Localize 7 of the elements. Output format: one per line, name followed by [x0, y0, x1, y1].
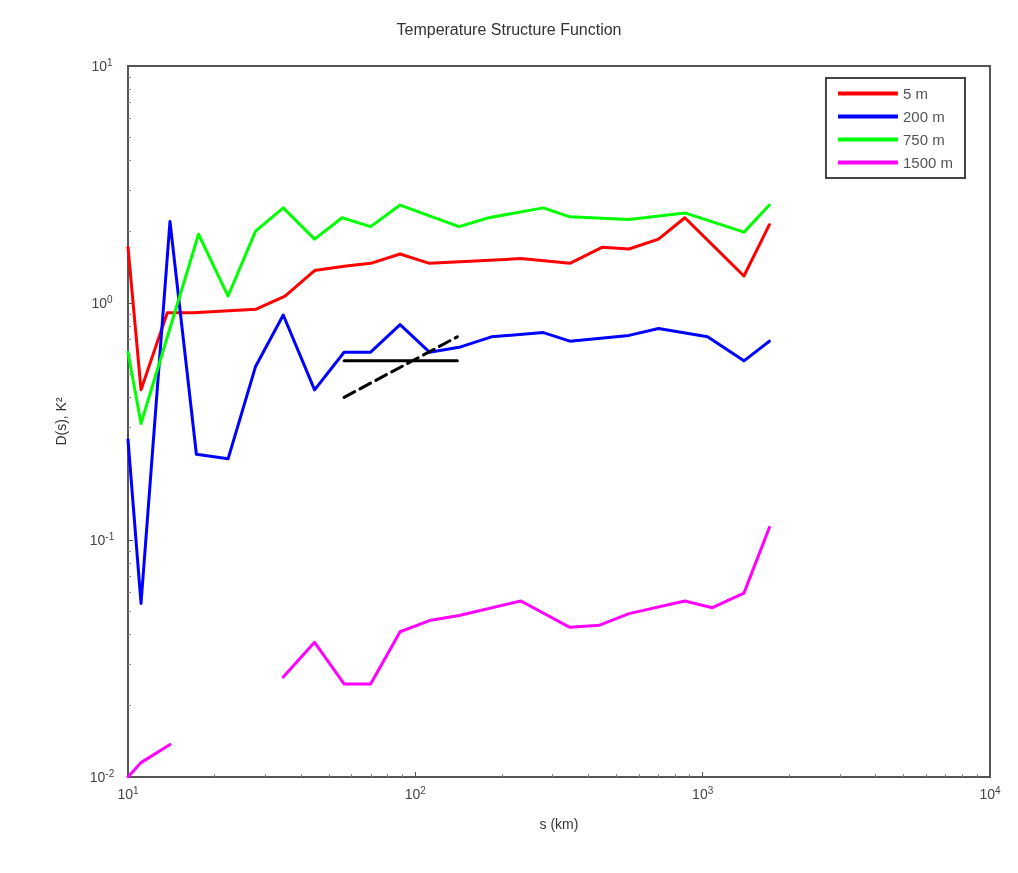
legend-label: 5 m	[902, 85, 928, 102]
legend-label: 200 m	[902, 108, 945, 125]
chart-title: Temperature Structure Function	[396, 20, 622, 38]
x-axis-title: s (km)	[539, 816, 579, 832]
y-axis-title: D(s), K²	[53, 397, 69, 446]
legend-label: 750 m	[902, 131, 945, 148]
legend-label: 1500 m	[902, 154, 954, 171]
